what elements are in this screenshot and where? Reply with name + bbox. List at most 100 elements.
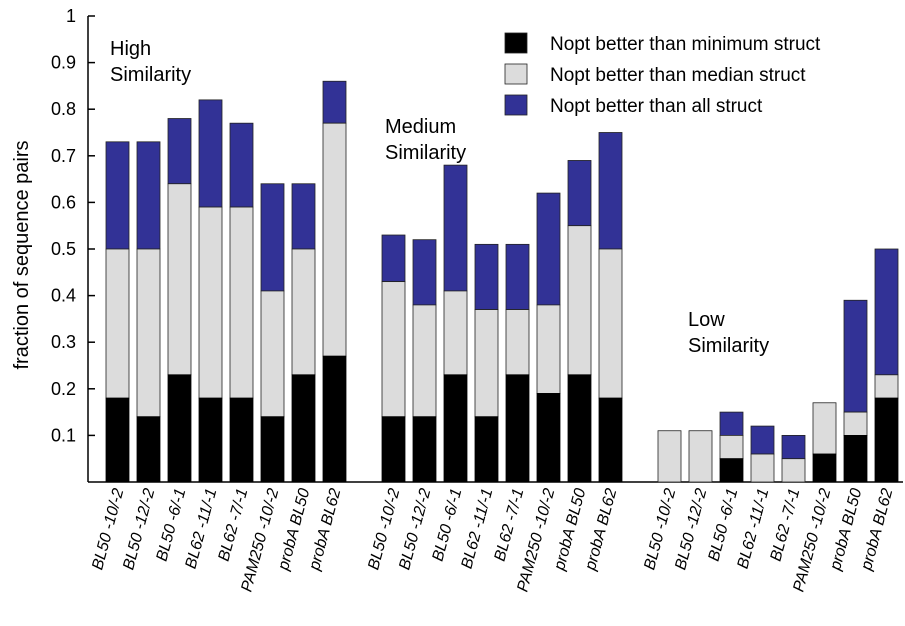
y-tick-label: 0.9 [51, 53, 76, 73]
bar-segment-median [781, 458, 806, 483]
group-label: Medium [385, 116, 456, 138]
bar-segment-min [229, 397, 254, 483]
bar-segment-min [322, 355, 347, 483]
y-axis-label: fraction of sequence pairs [11, 140, 33, 369]
bar-segment-min [105, 397, 130, 483]
category-label: BL62 -11/-1 [735, 487, 773, 571]
bar-segment-median [291, 248, 316, 376]
bar-segment-min [136, 416, 161, 483]
y-tick-label: 0.7 [51, 146, 76, 166]
bar-segment-min [598, 397, 623, 483]
y-tick-label: 0.2 [51, 379, 76, 399]
y-tick-label: 0.5 [51, 239, 76, 259]
y-tick-label: 0.4 [51, 286, 76, 306]
bar-segment-min [874, 397, 899, 483]
bar-segment-min [843, 434, 868, 483]
bar-segment-median [536, 304, 561, 394]
bar-segment-all [322, 80, 347, 124]
bar-segment-min [167, 374, 192, 483]
bar-segment-min [536, 393, 561, 483]
bar-segment-all [750, 425, 775, 455]
legend-label: Nopt better than median struct [550, 65, 806, 86]
bar-segment-median [719, 434, 744, 460]
bar-segment-all [198, 99, 223, 208]
bar-segment-median [229, 206, 254, 399]
y-tick-label: 0.1 [51, 425, 76, 445]
group-label: High [110, 38, 151, 60]
bar-segment-min [443, 374, 468, 483]
category-label: BL50 -6/-1 [154, 487, 190, 564]
y-tick-label: 0.6 [51, 192, 76, 212]
bar-segment-min [412, 416, 437, 483]
bar-segment-median [322, 122, 347, 357]
legend-swatch [504, 32, 528, 54]
bar-segment-all [598, 132, 623, 250]
bar-segment-all [105, 141, 130, 250]
bar-segment-all [719, 411, 744, 436]
legend-label: Nopt better than all struct [550, 96, 763, 117]
y-tick-label: 1 [66, 6, 76, 26]
category-label: BL62 -11/-1 [183, 487, 221, 571]
bar-segment-min [198, 397, 223, 483]
bar-segment-median [412, 304, 437, 418]
bar-segment-median [381, 281, 406, 418]
legend-swatch [504, 63, 528, 85]
legend-swatch [504, 94, 528, 116]
group-label: Low [688, 309, 725, 331]
bar-segment-median [505, 309, 530, 376]
bar-segment-all [536, 192, 561, 306]
bar-segment-median [167, 183, 192, 376]
bar-segment-all [260, 183, 285, 292]
group-label: Similarity [385, 142, 466, 164]
bar-segment-all [474, 243, 499, 310]
group-label: Similarity [110, 64, 191, 86]
bar-segment-all [781, 434, 806, 460]
y-tick-label: 0.3 [51, 332, 76, 352]
bar-segment-all [167, 118, 192, 185]
bar-segment-median [136, 248, 161, 418]
bar-segment-median [688, 430, 713, 483]
bar-segment-min [291, 374, 316, 483]
bar-segment-median [198, 206, 223, 399]
group-label: Similarity [688, 335, 769, 357]
bar-segment-min [260, 416, 285, 483]
bar-segment-min [505, 374, 530, 483]
bar-segment-median [874, 374, 899, 399]
category-label: BL62 -11/-1 [459, 487, 497, 571]
bar-segment-median [105, 248, 130, 399]
bar-segment-min [474, 416, 499, 483]
bar-segment-all [136, 141, 161, 250]
bar-segment-median [474, 309, 499, 418]
bar-segment-median [443, 290, 468, 376]
category-label: BL62 -7/-1 [768, 487, 804, 564]
category-label: probA BL62 [306, 487, 344, 574]
bar-segment-all [843, 299, 868, 413]
category-label: BL62 -7/-1 [216, 487, 252, 564]
category-label: BL50 -6/-1 [706, 487, 742, 564]
bar-segment-median [657, 430, 682, 483]
bar-segment-all [874, 248, 899, 376]
bar-segment-median [750, 453, 775, 483]
bar-segment-all [412, 239, 437, 306]
bar-segment-min [719, 458, 744, 483]
bar-segment-all [291, 183, 316, 250]
bar-segment-all [505, 243, 530, 310]
bar-segment-all [381, 234, 406, 283]
bar-segment-median [567, 225, 592, 376]
bar-segment-all [229, 122, 254, 208]
category-label: BL50 -6/-1 [430, 487, 466, 564]
bar-segment-median [260, 290, 285, 418]
bar-segment-median [598, 248, 623, 399]
y-tick-label: 0.8 [51, 99, 76, 119]
bar-segment-median [843, 411, 868, 436]
bar-segment-min [567, 374, 592, 483]
category-label: BL62 -7/-1 [492, 487, 528, 564]
bar-segment-all [567, 160, 592, 227]
bar-segment-min [812, 453, 837, 483]
bar-segment-min [381, 416, 406, 483]
legend-label: Nopt better than minimum struct [550, 34, 821, 55]
category-label: probA BL62 [582, 487, 620, 574]
bar-segment-all [443, 164, 468, 292]
